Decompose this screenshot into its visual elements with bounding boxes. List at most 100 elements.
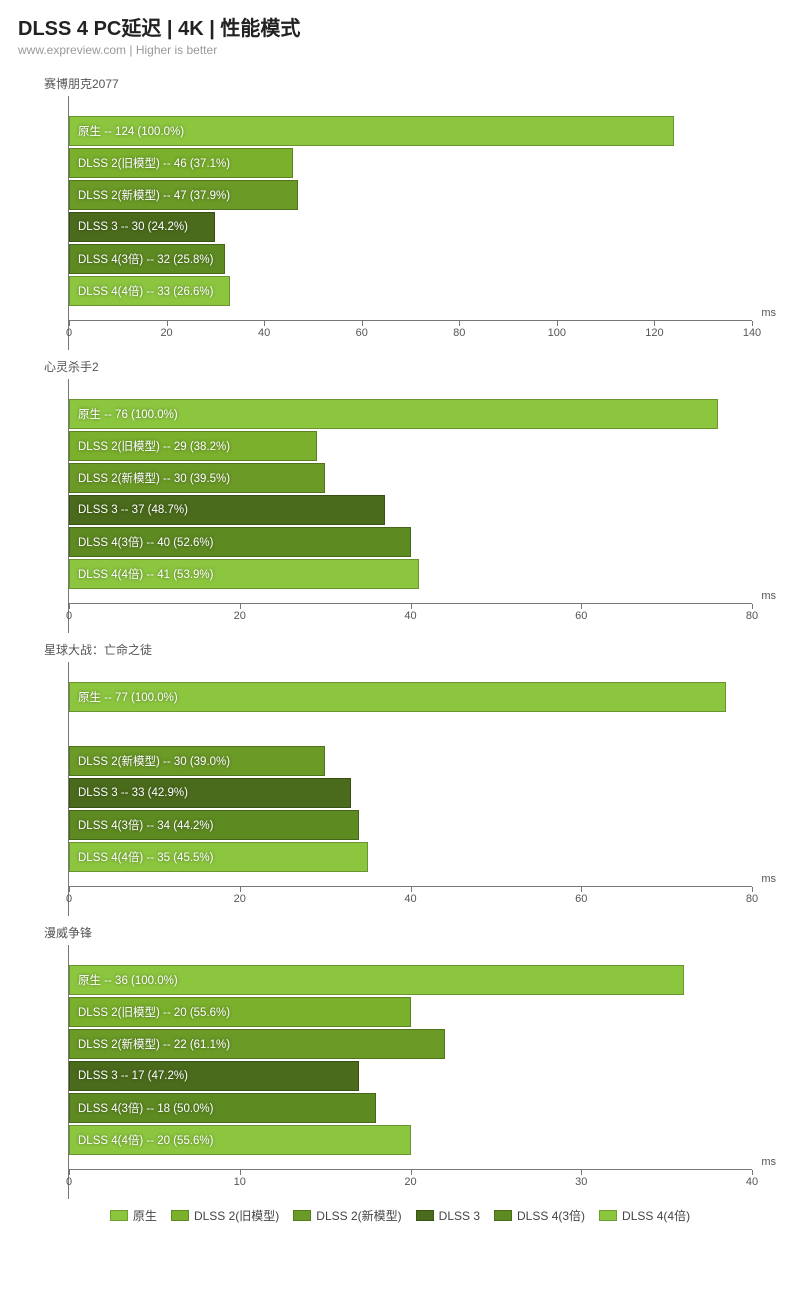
legend-label: DLSS 2(新模型)	[316, 1207, 401, 1224]
legend-swatch	[110, 1210, 128, 1221]
axis-tick-label: 10	[234, 1176, 246, 1188]
bar-row: DLSS 2(旧模型) -- 46 (37.1%)	[69, 148, 752, 178]
bar: DLSS 2(新模型) -- 47 (37.9%)	[69, 180, 298, 210]
bar-row: DLSS 4(4倍) -- 20 (55.6%)	[69, 1125, 752, 1155]
chart-game-title: 赛博朋克2077	[44, 75, 782, 92]
legend-label: 原生	[133, 1207, 157, 1224]
bar-row: DLSS 4(3倍) -- 34 (44.2%)	[69, 810, 752, 840]
bar-row	[69, 714, 752, 744]
bar: DLSS 4(4倍) -- 33 (26.6%)	[69, 276, 230, 306]
axis-tick	[240, 887, 241, 892]
axis-tick-label: 0	[66, 327, 72, 339]
bar-label: DLSS 2(新模型) -- 47 (37.9%)	[78, 187, 230, 203]
bar: DLSS 3 -- 30 (24.2%)	[69, 212, 215, 242]
axis-tick-label: 120	[645, 327, 663, 339]
axis-tick	[264, 321, 265, 326]
axis-tick-label: 140	[743, 327, 761, 339]
axis-tick	[411, 1170, 412, 1175]
bar-label: DLSS 2(旧模型) -- 29 (38.2%)	[78, 438, 230, 454]
bar-row: DLSS 2(新模型) -- 22 (61.1%)	[69, 1029, 752, 1059]
axis-tick-label: 0	[66, 610, 72, 622]
plot-area: 原生 -- 36 (100.0%) DLSS 2(旧模型) -- 20 (55.6…	[68, 945, 752, 1199]
bar-row: DLSS 4(4倍) -- 33 (26.6%)	[69, 276, 752, 306]
axis-tick	[459, 321, 460, 326]
legend-item: DLSS 2(新模型)	[293, 1207, 401, 1224]
axis-tick	[69, 1170, 70, 1175]
bar-row: DLSS 4(4倍) -- 41 (53.9%)	[69, 559, 752, 589]
chart-panel: 漫威争锋原生 -- 36 (100.0%)DLSS 2(旧模型) -- 20 (…	[18, 924, 782, 1199]
chart-panel: 赛博朋克2077 原生 -- 124 (100.0%) DLSS 2(旧模型) --…	[18, 75, 782, 350]
chart-panel: 星球大战：亡命之徒原生 -- 77 (100.0%)DLSS 2(新模型) --…	[18, 641, 782, 916]
bar-row: DLSS 3 -- 30 (24.2%)	[69, 212, 752, 242]
axis-tick-label: 30	[575, 1176, 587, 1188]
charts-container: 赛博朋克2077 原生 -- 124 (100.0%) DLSS 2(旧模型) --…	[18, 75, 782, 1199]
x-axis: 010203040ms	[69, 1169, 752, 1199]
legend-swatch	[171, 1210, 189, 1221]
axis-tick	[411, 887, 412, 892]
axis-tick-label: 40	[746, 1176, 758, 1188]
legend-label: DLSS 2(旧模型)	[194, 1207, 279, 1224]
legend-label: DLSS 3	[439, 1209, 480, 1223]
legend-label: DLSS 4(3倍)	[517, 1207, 585, 1224]
bar: DLSS 2(新模型) -- 22 (61.1%)	[69, 1029, 445, 1059]
axis-tick	[362, 321, 363, 326]
bars-region: 原生 -- 36 (100.0%) DLSS 2(旧模型) -- 20 (55.6…	[69, 945, 752, 1169]
axis-unit: ms	[761, 307, 776, 319]
chart-title: DLSS 4 PC延迟 | 4K | 性能模式	[18, 12, 782, 41]
axis-tick	[240, 604, 241, 609]
axis-tick	[69, 321, 70, 326]
axis-tick-label: 60	[575, 893, 587, 905]
axis-tick	[752, 887, 753, 892]
bar: 原生 -- 76 (100.0%)	[69, 399, 718, 429]
chart-panel: 心灵杀手2原生 -- 76 (100.0%)DLSS 2(旧模型) -- 29 …	[18, 358, 782, 633]
axis-tick-label: 80	[746, 610, 758, 622]
bar: 原生 -- 77 (100.0%)	[69, 682, 726, 712]
axis-tick	[752, 321, 753, 326]
bar-row: DLSS 2(新模型) -- 47 (37.9%)	[69, 180, 752, 210]
bar-label: 原生 -- 36 (100.0%)	[78, 972, 178, 988]
x-axis: 020406080100120140ms	[69, 320, 752, 350]
axis-tick	[411, 604, 412, 609]
bar-label: DLSS 2(新模型) -- 22 (61.1%)	[78, 1036, 230, 1052]
bar-label: DLSS 3 -- 37 (48.7%)	[78, 504, 188, 516]
bar: DLSS 4(4倍) -- 20 (55.6%)	[69, 1125, 411, 1155]
bar-label: DLSS 4(4倍) -- 20 (55.6%)	[78, 1132, 214, 1148]
bar: DLSS 4(4倍) -- 41 (53.9%)	[69, 559, 419, 589]
axis-tick-label: 40	[258, 327, 270, 339]
bars-region: 原生 -- 124 (100.0%) DLSS 2(旧模型) -- 46 (37.…	[69, 96, 752, 320]
x-axis: 020406080ms	[69, 886, 752, 916]
bars-region: 原生 -- 76 (100.0%) DLSS 2(旧模型) -- 29 (38.2…	[69, 379, 752, 603]
bar: DLSS 4(4倍) -- 35 (45.5%)	[69, 842, 368, 872]
axis-unit: ms	[761, 873, 776, 885]
legend-item: DLSS 4(4倍)	[599, 1207, 690, 1224]
bar-label: 原生 -- 77 (100.0%)	[78, 689, 178, 705]
axis-tick	[581, 1170, 582, 1175]
bar-label: 原生 -- 76 (100.0%)	[78, 406, 178, 422]
legend-item: DLSS 2(旧模型)	[171, 1207, 279, 1224]
bar: DLSS 4(3倍) -- 40 (52.6%)	[69, 527, 411, 557]
bar-row: 原生 -- 36 (100.0%)	[69, 965, 752, 995]
bars-region: 原生 -- 77 (100.0%)DLSS 2(新模型) -- 30 (39.0…	[69, 662, 752, 886]
x-axis: 020406080ms	[69, 603, 752, 633]
chart-game-title: 星球大战：亡命之徒	[44, 641, 782, 658]
axis-tick	[581, 604, 582, 609]
bar-label: 原生 -- 124 (100.0%)	[78, 123, 184, 139]
axis-tick-label: 80	[746, 893, 758, 905]
bar-label: DLSS 3 -- 17 (47.2%)	[78, 1070, 188, 1082]
axis-tick	[167, 321, 168, 326]
legend-label: DLSS 4(4倍)	[622, 1207, 690, 1224]
axis-tick	[581, 887, 582, 892]
bar: DLSS 4(3倍) -- 34 (44.2%)	[69, 810, 359, 840]
legend-swatch	[416, 1210, 434, 1221]
bar: DLSS 2(旧模型) -- 46 (37.1%)	[69, 148, 293, 178]
axis-tick-label: 60	[356, 327, 368, 339]
bar: DLSS 3 -- 33 (42.9%)	[69, 778, 351, 808]
bar: DLSS 3 -- 37 (48.7%)	[69, 495, 385, 525]
bar-row: DLSS 4(4倍) -- 35 (45.5%)	[69, 842, 752, 872]
axis-tick-label: 80	[453, 327, 465, 339]
bar-row: DLSS 2(旧模型) -- 20 (55.6%)	[69, 997, 752, 1027]
legend-swatch	[599, 1210, 617, 1221]
legend-item: DLSS 3	[416, 1207, 480, 1224]
axis-tick	[752, 1170, 753, 1175]
bar: DLSS 4(3倍) -- 18 (50.0%)	[69, 1093, 376, 1123]
